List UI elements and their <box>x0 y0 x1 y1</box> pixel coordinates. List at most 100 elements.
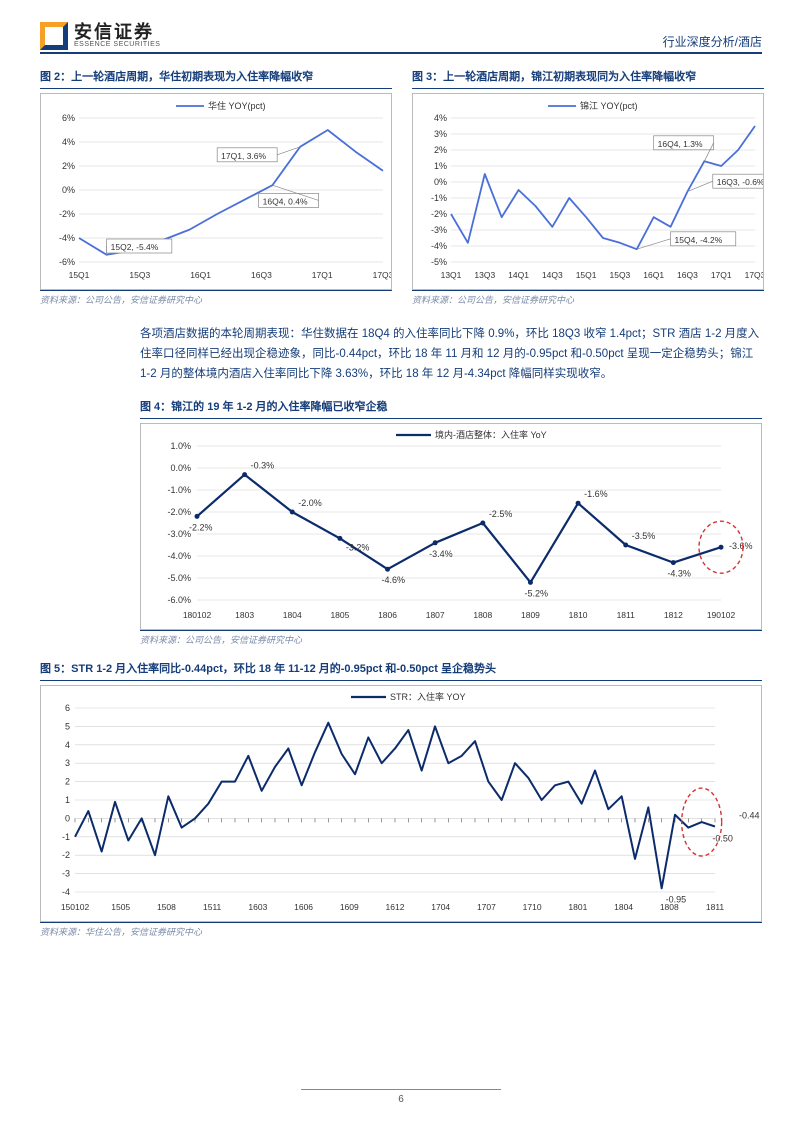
svg-text:1804: 1804 <box>614 902 633 912</box>
svg-text:17Q1: 17Q1 <box>711 270 732 280</box>
svg-text:-0.3%: -0.3% <box>251 461 275 471</box>
svg-text:-3.6%: -3.6% <box>729 542 753 552</box>
chart-4-block: 图 4：锦江的 19 年 1-2 月的入住率降幅已收窄企稳 -6.0%-5.0%… <box>140 398 762 646</box>
chart-2-svg: -6%-4%-2%0%2%4%6%15Q115Q316Q116Q317Q117Q… <box>41 94 391 284</box>
svg-text:1806: 1806 <box>378 610 397 620</box>
svg-text:1810: 1810 <box>569 610 588 620</box>
svg-text:4%: 4% <box>434 113 447 123</box>
chart-3-title: 图 3：上一轮酒店周期，锦江初期表现同为入住率降幅收窄 <box>412 68 764 89</box>
svg-text:-3: -3 <box>62 869 70 879</box>
svg-text:-4%: -4% <box>431 241 447 251</box>
svg-text:16Q1: 16Q1 <box>643 270 664 280</box>
svg-text:-0.95: -0.95 <box>666 895 687 905</box>
svg-text:16Q3: 16Q3 <box>251 270 272 280</box>
svg-text:1809: 1809 <box>521 610 540 620</box>
svg-text:-0.50: -0.50 <box>712 834 733 844</box>
logo-mark-icon <box>40 22 68 50</box>
svg-text:14Q3: 14Q3 <box>542 270 563 280</box>
svg-text:2: 2 <box>65 777 70 787</box>
svg-text:1606: 1606 <box>294 902 313 912</box>
svg-text:16Q3, -0.6%: 16Q3, -0.6% <box>717 177 763 187</box>
svg-text:1812: 1812 <box>664 610 683 620</box>
logo-text-en: ESSENCE SECURITIES <box>74 41 160 49</box>
svg-text:华住 YOY(pct): 华住 YOY(pct) <box>208 100 266 111</box>
svg-text:13Q1: 13Q1 <box>441 270 462 280</box>
svg-text:17Q3: 17Q3 <box>373 270 391 280</box>
svg-text:-2.0%: -2.0% <box>167 507 191 517</box>
svg-text:-3%: -3% <box>431 225 447 235</box>
svg-text:0.0%: 0.0% <box>170 463 191 473</box>
svg-text:-3.0%: -3.0% <box>167 529 191 539</box>
svg-text:-5.0%: -5.0% <box>167 573 191 583</box>
svg-text:1801: 1801 <box>568 902 587 912</box>
svg-text:4: 4 <box>65 740 70 750</box>
svg-text:1811: 1811 <box>617 610 636 620</box>
svg-text:-1: -1 <box>62 832 70 842</box>
page-footer: 6 <box>0 1089 802 1105</box>
chart-2-source: 资料来源：公司公告，安信证券研究中心 <box>40 290 392 306</box>
svg-text:15Q4, -4.2%: 15Q4, -4.2% <box>675 235 723 245</box>
svg-text:1811: 1811 <box>706 902 725 912</box>
svg-text:-2: -2 <box>62 851 70 861</box>
svg-text:STR：入住率 YOY: STR：入住率 YOY <box>390 691 466 702</box>
svg-text:4%: 4% <box>62 137 75 147</box>
page-number: 6 <box>398 1094 404 1105</box>
svg-text:-1.0%: -1.0% <box>167 485 191 495</box>
svg-text:1603: 1603 <box>248 902 267 912</box>
svg-text:15Q3: 15Q3 <box>609 270 630 280</box>
svg-text:2%: 2% <box>434 145 447 155</box>
svg-text:14Q1: 14Q1 <box>508 270 529 280</box>
svg-text:180102: 180102 <box>183 610 212 620</box>
svg-text:-4.0%: -4.0% <box>167 551 191 561</box>
svg-text:5: 5 <box>65 722 70 732</box>
chart-3-source: 资料来源：公司公告，安信证券研究中心 <box>412 290 764 306</box>
svg-text:1804: 1804 <box>283 610 302 620</box>
svg-text:1609: 1609 <box>340 902 359 912</box>
svg-text:-3.2%: -3.2% <box>346 543 370 553</box>
svg-text:-1%: -1% <box>431 193 447 203</box>
svg-text:-5%: -5% <box>431 257 447 267</box>
svg-text:1803: 1803 <box>235 610 254 620</box>
svg-text:16Q1: 16Q1 <box>190 270 211 280</box>
svg-text:1511: 1511 <box>203 902 222 912</box>
svg-text:1.0%: 1.0% <box>170 441 191 451</box>
chart-2-block: 图 2：上一轮酒店周期，华住初期表现为入住率降幅收窄 -6%-4%-2%0%2%… <box>40 68 392 306</box>
svg-text:16Q3: 16Q3 <box>677 270 698 280</box>
svg-text:-1.6%: -1.6% <box>584 490 608 500</box>
svg-text:-2.0%: -2.0% <box>298 498 322 508</box>
svg-text:-6.0%: -6.0% <box>167 595 191 605</box>
svg-text:13Q3: 13Q3 <box>474 270 495 280</box>
svg-text:-0.44: -0.44 <box>739 811 760 821</box>
svg-text:1807: 1807 <box>426 610 445 620</box>
svg-text:1704: 1704 <box>431 902 450 912</box>
svg-text:境内-酒店整体：入住率 YoY: 境内-酒店整体：入住率 YoY <box>435 429 547 440</box>
svg-text:1805: 1805 <box>330 610 349 620</box>
svg-text:15Q3: 15Q3 <box>129 270 150 280</box>
svg-text:-3.5%: -3.5% <box>632 531 656 541</box>
page-header: 安信证券 ESSENCE SECURITIES 行业深度分析/酒店 <box>40 22 762 54</box>
svg-text:-4: -4 <box>62 887 70 897</box>
chart-5-svg: -4-3-2-101234561501021505150815111603160… <box>41 686 761 916</box>
svg-text:16Q4, 0.4%: 16Q4, 0.4% <box>263 196 308 206</box>
svg-text:3%: 3% <box>434 129 447 139</box>
svg-text:1: 1 <box>65 795 70 805</box>
svg-text:6: 6 <box>65 703 70 713</box>
svg-text:1505: 1505 <box>111 902 130 912</box>
chart-5-title: 图 5：STR 1-2 月入住率同比-0.44pct，环比 18 年 11-12… <box>40 660 762 681</box>
svg-text:3: 3 <box>65 759 70 769</box>
chart-5-source: 资料来源：华住公告，安信证券研究中心 <box>40 922 762 938</box>
svg-text:150102: 150102 <box>61 902 90 912</box>
svg-text:1710: 1710 <box>523 902 542 912</box>
svg-text:0%: 0% <box>434 177 447 187</box>
svg-text:0: 0 <box>65 814 70 824</box>
chart-2-title: 图 2：上一轮酒店周期，华住初期表现为入住率降幅收窄 <box>40 68 392 89</box>
svg-text:-6%: -6% <box>59 257 75 267</box>
svg-text:1707: 1707 <box>477 902 496 912</box>
svg-text:-2.2%: -2.2% <box>189 523 213 533</box>
svg-text:-2%: -2% <box>59 209 75 219</box>
svg-text:6%: 6% <box>62 113 75 123</box>
svg-text:17Q3: 17Q3 <box>745 270 763 280</box>
svg-text:-5.2%: -5.2% <box>524 589 548 599</box>
chart-4-source: 资料来源：公司公告，安信证券研究中心 <box>140 630 762 646</box>
logo-text-cn: 安信证券 <box>74 23 160 41</box>
